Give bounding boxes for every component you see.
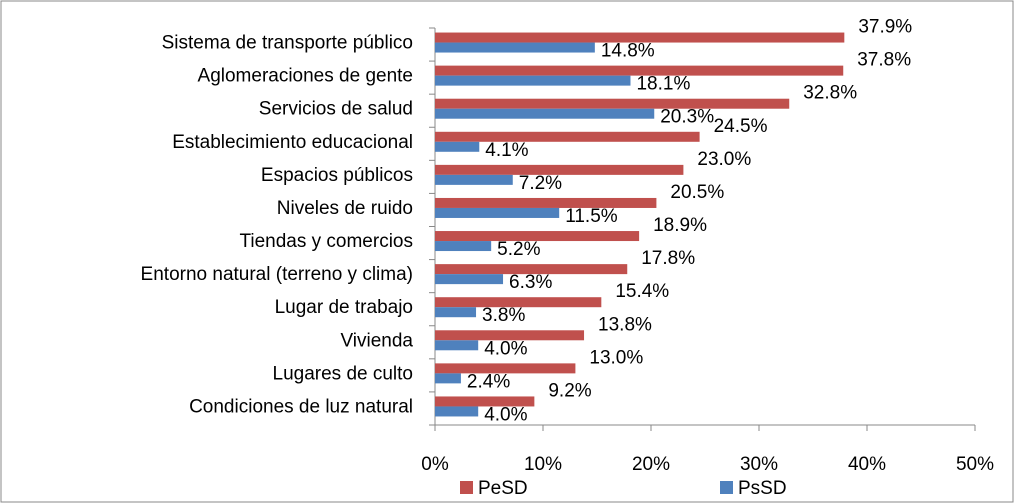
data-label: 4.0% — [484, 338, 527, 359]
data-label: 9.2% — [548, 380, 591, 401]
y-tick-label: Vivienda — [340, 330, 413, 351]
data-label: 24.5% — [714, 116, 768, 137]
y-tick-label: Lugares de culto — [273, 363, 414, 384]
bar — [435, 340, 479, 351]
bar — [435, 197, 657, 208]
data-label: 14.8% — [601, 41, 655, 62]
bar — [435, 75, 631, 86]
data-label: 17.8% — [641, 248, 695, 269]
y-tick-label: Niveles de ruido — [277, 198, 413, 219]
bar — [435, 373, 461, 384]
bar — [435, 174, 513, 185]
x-tick-label: 20% — [632, 454, 670, 475]
bar — [435, 231, 640, 242]
bar — [435, 98, 790, 109]
legend-label: PeSD — [478, 478, 528, 499]
y-tick-label: Lugar de trabajo — [275, 297, 413, 318]
legend-swatch — [460, 481, 473, 494]
bar — [435, 264, 628, 275]
bar — [435, 396, 535, 407]
data-label: 32.8% — [803, 83, 857, 104]
bar — [435, 207, 560, 218]
data-label: 15.4% — [615, 281, 669, 302]
data-label: 37.9% — [858, 17, 912, 38]
bar — [435, 65, 844, 76]
bar — [435, 241, 492, 252]
bar — [435, 108, 655, 119]
data-label: 5.2% — [497, 239, 540, 260]
y-tick-label: Establecimiento educacional — [172, 132, 413, 153]
x-tick-label: 50% — [956, 454, 994, 475]
bar — [435, 330, 585, 341]
y-tick-label: Servicios de salud — [259, 99, 413, 120]
data-label: 20.3% — [660, 107, 714, 128]
data-label: 3.8% — [482, 305, 525, 326]
legend-label: PsSD — [738, 478, 787, 499]
data-label: 18.9% — [653, 215, 707, 236]
x-tick-label: 10% — [524, 454, 562, 475]
data-label: 18.1% — [636, 74, 690, 95]
bar — [435, 131, 700, 142]
bar — [435, 141, 480, 152]
x-tick-label: 40% — [848, 454, 886, 475]
bar — [435, 406, 479, 417]
bar — [435, 42, 595, 53]
x-tick-label: 30% — [740, 454, 778, 475]
data-label: 4.0% — [484, 404, 527, 425]
data-label: 7.2% — [519, 173, 562, 194]
y-tick-label: Aglomeraciones de gente — [198, 66, 413, 87]
bar — [435, 32, 845, 43]
data-label: 6.3% — [509, 272, 552, 293]
data-label: 20.5% — [670, 182, 724, 203]
data-label: 23.0% — [697, 149, 751, 170]
data-label: 11.5% — [565, 206, 618, 227]
bar — [435, 307, 477, 318]
y-tick-label: Condiciones de luz natural — [189, 396, 413, 417]
data-label: 2.4% — [467, 371, 510, 392]
data-label: 37.8% — [857, 50, 911, 71]
y-tick-label: Tiendas y comercios — [239, 231, 413, 252]
bar — [435, 274, 504, 285]
x-tick-label: 0% — [421, 454, 449, 475]
data-label: 4.1% — [485, 140, 528, 161]
bar — [435, 164, 684, 175]
legend-swatch — [720, 481, 733, 494]
y-tick-label: Espacios públicos — [261, 165, 413, 186]
data-label: 13.0% — [589, 347, 643, 368]
data-label: 13.8% — [598, 314, 652, 335]
bar — [435, 297, 602, 308]
y-tick-label: Sistema de transporte público — [162, 33, 413, 54]
bar — [435, 363, 576, 374]
y-tick-label: Entorno natural (terreno y clima) — [141, 264, 413, 285]
